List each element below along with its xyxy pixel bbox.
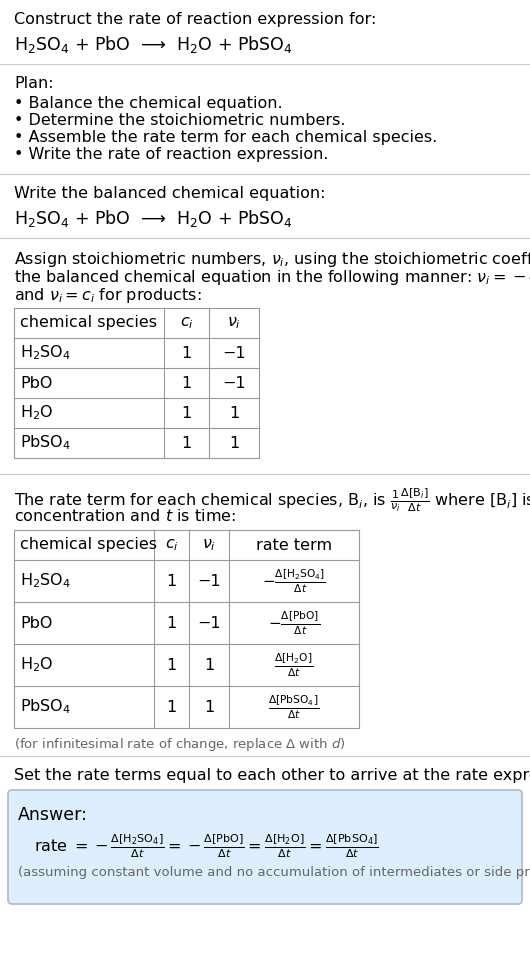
Text: • Determine the stoichiometric numbers.: • Determine the stoichiometric numbers.: [14, 113, 346, 128]
Text: H$_2$O: H$_2$O: [20, 656, 54, 674]
Text: −1: −1: [222, 376, 246, 390]
Text: Write the balanced chemical equation:: Write the balanced chemical equation:: [14, 186, 325, 201]
Text: PbO: PbO: [20, 376, 52, 390]
Text: Set the rate terms equal to each other to arrive at the rate expression:: Set the rate terms equal to each other t…: [14, 768, 530, 783]
Text: 1: 1: [166, 700, 176, 714]
Text: (for infinitesimal rate of change, replace Δ with $d$): (for infinitesimal rate of change, repla…: [14, 736, 346, 753]
Text: 1: 1: [166, 616, 176, 630]
Text: Construct the rate of reaction expression for:: Construct the rate of reaction expressio…: [14, 12, 376, 27]
Text: Assign stoichiometric numbers, $\nu_i$, using the stoichiometric coefficients, $: Assign stoichiometric numbers, $\nu_i$, …: [14, 250, 530, 269]
Text: 1: 1: [181, 435, 192, 451]
Text: 1: 1: [229, 405, 239, 421]
Text: PbSO$_4$: PbSO$_4$: [20, 698, 71, 716]
Text: H$_2$SO$_4$: H$_2$SO$_4$: [20, 572, 71, 590]
Text: 1: 1: [204, 658, 214, 672]
Text: • Write the rate of reaction expression.: • Write the rate of reaction expression.: [14, 147, 329, 162]
Text: $-\frac{\Delta[\mathrm{PbO}]}{\Delta t}$: $-\frac{\Delta[\mathrm{PbO}]}{\Delta t}$: [268, 609, 320, 636]
Text: H$_2$SO$_4$ + PbO  ⟶  H$_2$O + PbSO$_4$: H$_2$SO$_4$ + PbO ⟶ H$_2$O + PbSO$_4$: [14, 34, 293, 55]
Text: $c_i$: $c_i$: [180, 315, 193, 331]
Text: 1: 1: [166, 574, 176, 589]
Text: and $\nu_i = c_i$ for products:: and $\nu_i = c_i$ for products:: [14, 286, 201, 305]
Text: rate $= -\frac{\Delta[\mathrm{H_2SO_4}]}{\Delta t} = -\frac{\Delta[\mathrm{PbO}]: rate $= -\frac{\Delta[\mathrm{H_2SO_4}]}…: [34, 832, 379, 860]
Text: Plan:: Plan:: [14, 76, 54, 91]
Text: PbSO$_4$: PbSO$_4$: [20, 433, 71, 452]
Text: concentration and $t$ is time:: concentration and $t$ is time:: [14, 508, 236, 524]
Text: $\frac{\Delta[\mathrm{H_2O}]}{\Delta t}$: $\frac{\Delta[\mathrm{H_2O}]}{\Delta t}$: [275, 651, 314, 679]
Text: the balanced chemical equation in the following manner: $\nu_i = -c_i$ for react: the balanced chemical equation in the fo…: [14, 268, 530, 287]
Text: H$_2$O: H$_2$O: [20, 404, 54, 423]
Text: $-\frac{\Delta[\mathrm{H_2SO_4}]}{\Delta t}$: $-\frac{\Delta[\mathrm{H_2SO_4}]}{\Delta…: [262, 567, 326, 594]
Text: 1: 1: [204, 700, 214, 714]
Text: 1: 1: [181, 405, 192, 421]
Text: $\frac{\Delta[\mathrm{PbSO_4}]}{\Delta t}$: $\frac{\Delta[\mathrm{PbSO_4}]}{\Delta t…: [268, 693, 320, 721]
Text: The rate term for each chemical species, B$_i$, is $\frac{1}{\nu_i}\frac{\Delta[: The rate term for each chemical species,…: [14, 486, 530, 514]
Text: • Balance the chemical equation.: • Balance the chemical equation.: [14, 96, 282, 111]
Text: $\nu_i$: $\nu_i$: [202, 537, 216, 552]
Text: 1: 1: [181, 376, 192, 390]
Text: 1: 1: [229, 435, 239, 451]
Text: Answer:: Answer:: [18, 806, 88, 824]
FancyBboxPatch shape: [8, 790, 522, 904]
Text: • Assemble the rate term for each chemical species.: • Assemble the rate term for each chemic…: [14, 130, 437, 145]
Text: (assuming constant volume and no accumulation of intermediates or side products): (assuming constant volume and no accumul…: [18, 866, 530, 879]
Text: $\nu_i$: $\nu_i$: [227, 315, 241, 331]
Text: −1: −1: [197, 574, 221, 589]
Text: −1: −1: [197, 616, 221, 630]
Text: chemical species: chemical species: [20, 538, 157, 552]
Text: rate term: rate term: [256, 538, 332, 552]
Text: H$_2$SO$_4$ + PbO  ⟶  H$_2$O + PbSO$_4$: H$_2$SO$_4$ + PbO ⟶ H$_2$O + PbSO$_4$: [14, 208, 293, 229]
Text: $c_i$: $c_i$: [165, 537, 179, 552]
Text: H$_2$SO$_4$: H$_2$SO$_4$: [20, 344, 71, 362]
Text: PbO: PbO: [20, 616, 52, 630]
Text: 1: 1: [166, 658, 176, 672]
Text: 1: 1: [181, 346, 192, 360]
Text: −1: −1: [222, 346, 246, 360]
Text: chemical species: chemical species: [20, 315, 157, 331]
